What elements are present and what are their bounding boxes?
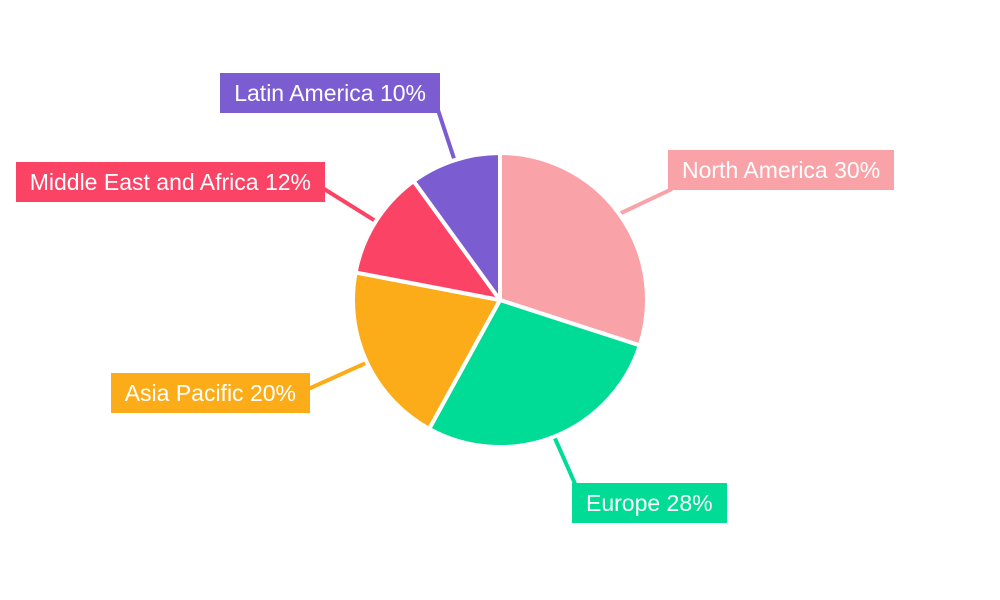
pie-slice-latin-america[interactable] bbox=[411, 151, 502, 302]
pie-slice-middle-east-and-africa[interactable] bbox=[353, 179, 502, 302]
leader-line-north-america bbox=[616, 187, 673, 217]
leader-line-middle-east-and-africa bbox=[319, 185, 379, 224]
leader-line-europe bbox=[551, 433, 578, 487]
leader-line-latin-america bbox=[436, 109, 458, 163]
leader-line-asia-pacific bbox=[305, 359, 370, 392]
pie-slice-asia-pacific[interactable] bbox=[351, 270, 502, 431]
pie-slice-north-america[interactable] bbox=[498, 151, 649, 348]
